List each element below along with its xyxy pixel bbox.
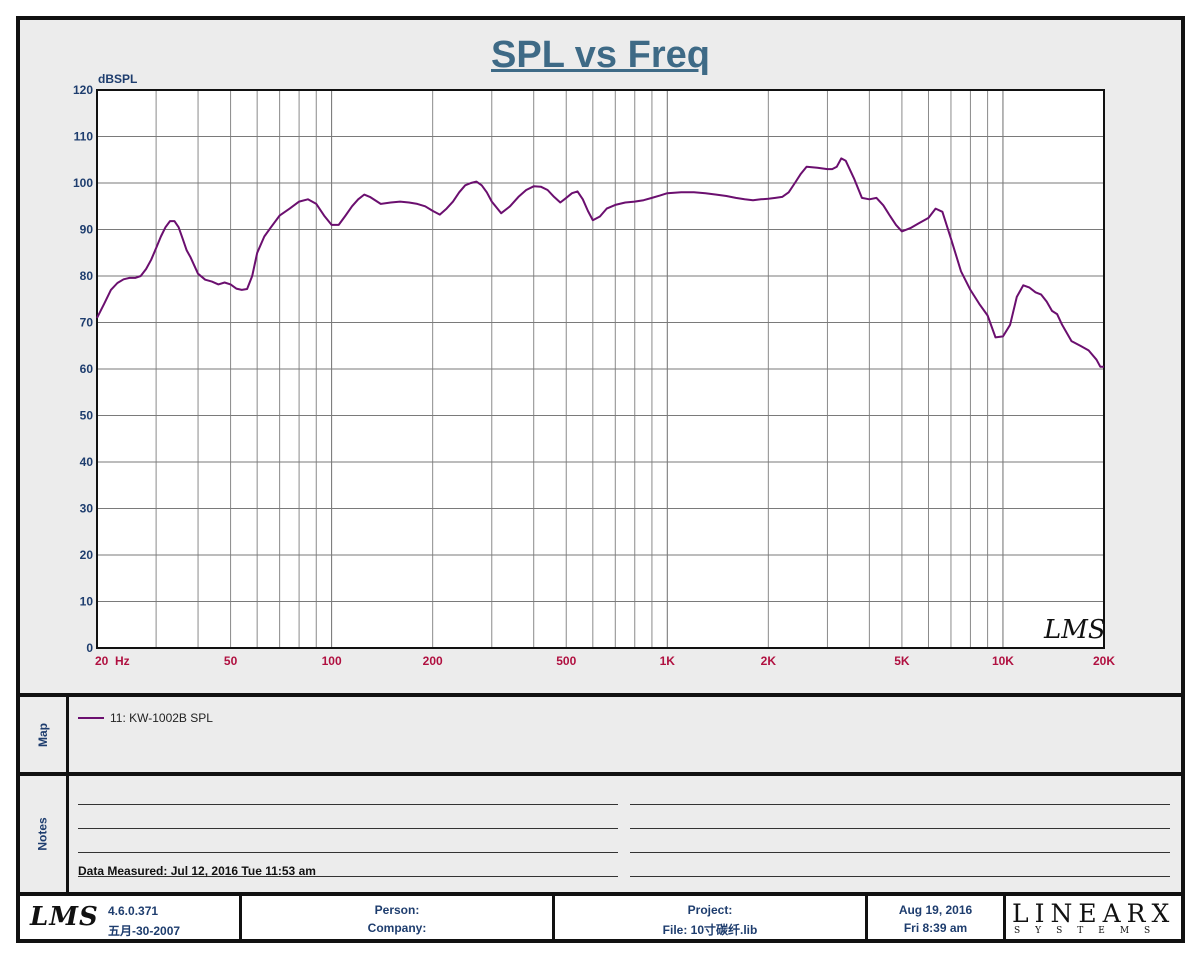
spl-curve <box>96 157 1104 368</box>
spl-chart: 0 10 20 30 40 50 60 70 80 90 100 110 120 dBSPL 20 Hz 50… <box>73 72 1115 668</box>
y-tick-label: 40 <box>80 455 94 469</box>
note-line <box>78 828 618 829</box>
y-tick-label: 110 <box>74 130 94 144</box>
plot-border <box>96 89 1105 649</box>
version-date: 五月-30-2007 <box>108 924 181 938</box>
lms-logo: LMS <box>30 902 99 932</box>
measured-value: Jul 12, 2016 Tue 11:53 am <box>167 864 316 878</box>
x-tick-label: 500 <box>556 654 576 668</box>
project-label: Project: <box>687 903 733 917</box>
company-label: Company: <box>367 921 427 935</box>
footer-date-cell: Aug 19, 2016 Fri 8:39 am <box>868 896 1006 939</box>
note-line <box>630 828 1170 829</box>
notes-panel: Notes Data Measured: Jul 12, 2016 Tue 11… <box>20 776 1181 892</box>
linearx-logo: LINEARX SYSTEMS <box>1006 896 1181 939</box>
person-label: Person: <box>374 903 420 917</box>
note-line <box>78 804 618 805</box>
footer-person-cell: Person: Company: <box>242 896 555 939</box>
separator <box>20 693 1181 697</box>
chart-title: SPL vs Freq <box>491 34 710 76</box>
y-tick-label: 120 <box>73 83 93 97</box>
map-side-label: Map <box>20 697 69 772</box>
x-tick-label: 200 <box>423 654 443 668</box>
footer-time: Fri 8:39 am <box>903 921 968 935</box>
footer-version-cell: LMS 4.6.0.371 五月-30-2007 <box>20 896 242 939</box>
note-line <box>78 852 618 853</box>
linearx-subtitle: SYSTEMS <box>1014 926 1166 936</box>
y-tick-label: 60 <box>80 362 94 376</box>
x-tick-label: 20K <box>1093 654 1115 668</box>
y-tick-label: 50 <box>80 409 94 423</box>
y-tick-label: 10 <box>80 595 94 609</box>
x-tick-label: 1K <box>660 654 676 668</box>
y-axis-unit: dBSPL <box>98 72 137 86</box>
plot-panel: SPL vs Freq 0 10 20 30 40 50 60 70 80 90 100 110 120… <box>20 20 1181 693</box>
x-tick-label: 100 <box>322 654 342 668</box>
note-line <box>630 804 1170 805</box>
lms-watermark: LMS <box>1043 615 1106 645</box>
x-tick-label: 20 Hz <box>95 654 130 668</box>
separator <box>20 892 1181 896</box>
map-panel: Map 11: KW-1002B SPL <box>20 697 1181 772</box>
note-line <box>630 876 1170 877</box>
y-tick-label: 90 <box>80 223 94 237</box>
map-label: Map <box>36 722 50 747</box>
linearx-wordmark: LINEARX <box>1012 899 1176 928</box>
version-number: 4.6.0.371 <box>108 904 159 918</box>
legend-entry: 11: KW-1002B SPL <box>78 711 213 725</box>
y-tick-label: 30 <box>80 502 94 516</box>
x-tick-label: 2K <box>761 654 777 668</box>
measured-label: Data Measured: <box>78 864 168 878</box>
separator <box>20 772 1181 776</box>
y-tick-label: 100 <box>73 176 93 190</box>
x-tick-label: 50 <box>224 654 238 668</box>
footer-project-cell: Project: File: 10寸碳纤.lib <box>555 896 868 939</box>
notes-label: Notes <box>36 817 50 851</box>
x-tick-label: 5K <box>894 654 910 668</box>
y-tick-label: 0 <box>86 641 93 655</box>
note-line <box>630 852 1170 853</box>
note-line <box>78 876 618 877</box>
y-tick-label: 20 <box>80 548 94 562</box>
footer: LMS 4.6.0.371 五月-30-2007 Person: Company… <box>20 896 1181 939</box>
y-tick-label: 70 <box>80 316 94 330</box>
version-info: 4.6.0.371 五月-30-2007 <box>108 904 180 940</box>
file-label: File: 10寸碳纤.lib <box>662 923 758 937</box>
x-tick-label: 10K <box>992 654 1014 668</box>
legend-swatch <box>78 717 104 719</box>
y-tick-label: 80 <box>80 269 94 283</box>
footer-date: Aug 19, 2016 <box>898 903 973 917</box>
lms-report-frame: SPL vs Freq 0 10 20 30 40 50 60 70 80 90 100 110 120… <box>16 16 1185 943</box>
notes-side-label: Notes <box>20 776 69 892</box>
data-measured: Data Measured: Jul 12, 2016 Tue 11:53 am <box>78 864 316 878</box>
legend-label: 11: KW-1002B SPL <box>110 711 213 725</box>
